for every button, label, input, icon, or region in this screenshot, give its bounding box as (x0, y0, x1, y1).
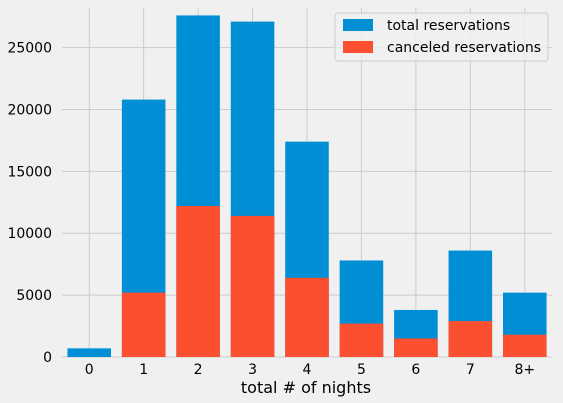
x-tick-label: 6 (411, 362, 420, 378)
x-tick-label: 2 (194, 362, 203, 378)
legend-swatch-canceled (343, 41, 373, 53)
canceled-reservations-bar (121, 292, 166, 357)
y-tick-label: 20000 (7, 102, 52, 118)
legend-label-canceled: canceled reservations (387, 40, 541, 56)
x-tick-label: 5 (357, 362, 366, 378)
canceled-reservations-bar (176, 206, 220, 357)
y-tick-label: 25000 (7, 41, 52, 57)
y-tick-label: 0 (43, 350, 52, 366)
x-tick-label: 8+ (514, 362, 535, 378)
y-tick-label: 5000 (16, 288, 52, 304)
canceled-reservations-bar (394, 338, 438, 357)
canceled-reservations-bar (448, 321, 493, 357)
legend-label-total: total reservations (387, 18, 510, 34)
canceled-reservations-bar (230, 215, 275, 357)
total-reservations-bar (67, 348, 111, 357)
canceled-reservations-bar (285, 277, 329, 357)
canceled-reservations-bar (503, 334, 547, 357)
x-tick-label: 1 (139, 362, 148, 378)
x-axis-label: total # of nights (241, 378, 371, 397)
x-tick-label: 0 (85, 362, 94, 378)
y-tick-label: 15000 (7, 164, 52, 180)
legend: total reservations canceled reservations (334, 12, 549, 62)
x-tick-label: 4 (303, 362, 312, 378)
x-tick-label: 3 (248, 362, 257, 378)
legend-frame (334, 12, 549, 62)
y-tick-label: 10000 (7, 226, 52, 242)
bars (67, 15, 547, 358)
x-tick-labels: 0 1 2 3 4 5 6 7 8+ (85, 362, 535, 378)
y-tick-labels: 0 5000 10000 15000 20000 25000 (7, 41, 52, 366)
legend-swatch-total (343, 19, 373, 31)
x-tick-label: 7 (466, 362, 475, 378)
canceled-reservations-bar (339, 323, 384, 357)
